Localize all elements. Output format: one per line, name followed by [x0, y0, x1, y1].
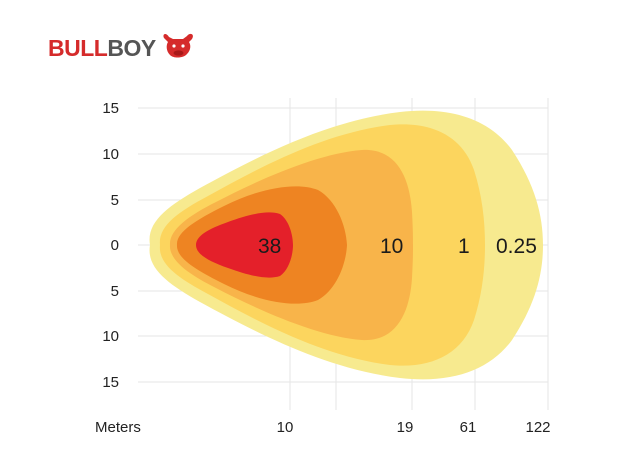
isolux-band-5: [196, 212, 293, 278]
x-axis-label: Meters: [95, 419, 141, 436]
bull-head-icon: [160, 32, 196, 65]
isolux-label-1: 1: [458, 235, 470, 258]
y-tick-label: 10: [102, 328, 119, 345]
x-tick-label: 19: [397, 419, 414, 436]
isolux-label-10: 10: [380, 235, 403, 258]
y-tick-labels: 15 10 5 0 5 10 15: [102, 100, 119, 391]
isolux-bands: [149, 110, 543, 380]
isolux-label-38: 38: [258, 235, 281, 258]
y-tick-label: 15: [102, 374, 119, 391]
x-tick-label: 61: [460, 419, 477, 436]
x-tick-label: 10: [277, 419, 294, 436]
y-tick-label: 15: [102, 100, 119, 117]
brand-name-bull: BULL: [48, 35, 108, 61]
isolux-label-0.25: 0.25: [496, 235, 537, 258]
y-tick-label: 5: [111, 283, 119, 300]
x-tick-labels: 10 19 61 122: [277, 419, 551, 436]
y-tick-label: 5: [111, 192, 119, 209]
y-tick-label: 0: [111, 237, 119, 254]
x-tick-label: 122: [525, 419, 550, 436]
isolux-labels: 0.25 1 10 38: [258, 235, 537, 258]
y-tick-label: 10: [102, 146, 119, 163]
brand-name-boy: BOY: [107, 35, 156, 61]
brand-logo: BULL BOY: [48, 32, 196, 65]
